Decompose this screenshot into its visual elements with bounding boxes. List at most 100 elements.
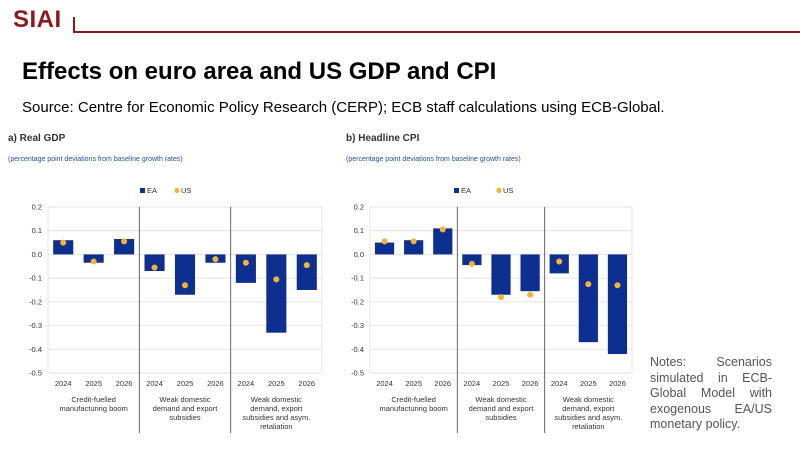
group-label: demand and export bbox=[469, 404, 535, 413]
x-tick-label: 2024 bbox=[464, 379, 481, 388]
x-tick-label: 2025 bbox=[268, 379, 285, 388]
legend-label-ea: EA bbox=[147, 186, 157, 195]
point-us bbox=[182, 282, 188, 289]
bar-ea bbox=[174, 254, 196, 295]
siai-logo: SIAI bbox=[13, 6, 62, 33]
x-tick-label: 2026 bbox=[207, 379, 224, 388]
y-tick-label: -0.4 bbox=[29, 345, 42, 354]
x-tick-label: 2024 bbox=[551, 379, 568, 388]
chart-svg-headline-cpi: b) Headline CPI (percentage point deviati… bbox=[346, 133, 633, 433]
y-tick-label: -0.3 bbox=[351, 321, 364, 330]
y-tick-label: -0.2 bbox=[29, 297, 42, 306]
group-label: demand, export bbox=[250, 404, 303, 413]
point-us bbox=[410, 238, 417, 245]
legend-marker-us bbox=[174, 187, 180, 194]
x-tick-label: 2025 bbox=[580, 379, 597, 388]
point-us bbox=[212, 256, 219, 263]
bar-ea bbox=[433, 228, 453, 255]
bar-ea bbox=[607, 254, 628, 355]
x-tick-label: 2026 bbox=[298, 379, 315, 388]
chart-subtitle: (percentage point deviations from baseli… bbox=[346, 156, 521, 163]
point-us bbox=[90, 258, 97, 265]
x-tick-label: 2025 bbox=[405, 379, 422, 388]
bar-ea bbox=[374, 242, 395, 255]
legend-label-us: US bbox=[503, 186, 513, 195]
y-tick-label: -0.3 bbox=[29, 321, 42, 330]
x-tick-label: 2024 bbox=[146, 379, 163, 388]
y-tick-label: -0.5 bbox=[351, 369, 364, 378]
x-tick-label: 2026 bbox=[116, 379, 133, 388]
y-tick-label: -0.1 bbox=[351, 274, 364, 283]
point-us bbox=[468, 260, 475, 267]
group-label: demand, export bbox=[562, 404, 615, 413]
logo-divider-tick bbox=[73, 17, 75, 32]
bar-ea bbox=[144, 254, 165, 272]
chart-title: a) Real GDP bbox=[8, 133, 66, 144]
y-tick-label: 0.0 bbox=[354, 250, 364, 259]
x-tick-label: 2025 bbox=[493, 379, 510, 388]
point-us bbox=[242, 259, 249, 266]
y-tick-label: 0.2 bbox=[354, 203, 364, 212]
y-tick-label: -0.5 bbox=[29, 369, 42, 378]
y-tick-label: 0.1 bbox=[32, 226, 42, 235]
group-label: Weak domestic bbox=[475, 395, 526, 404]
point-us bbox=[585, 281, 592, 288]
chart-title: b) Headline CPI bbox=[346, 133, 420, 144]
point-us bbox=[273, 276, 280, 283]
bar-ea bbox=[462, 254, 482, 266]
group-label: Credit-fuelled bbox=[71, 395, 116, 404]
y-tick-label: 0.0 bbox=[32, 250, 42, 259]
legend-marker-ea bbox=[454, 188, 459, 193]
bar-ea bbox=[520, 254, 540, 292]
header-rule bbox=[73, 31, 800, 33]
x-tick-label: 2025 bbox=[85, 379, 102, 388]
point-us bbox=[556, 258, 563, 265]
y-tick-label: -0.4 bbox=[351, 345, 364, 354]
legend-marker-ea bbox=[140, 188, 145, 193]
group-label: retaliation bbox=[572, 422, 605, 431]
x-tick-label: 2026 bbox=[609, 379, 626, 388]
chart-panel-headline-cpi: b) Headline CPI (percentage point deviati… bbox=[340, 125, 640, 437]
group-label: Weak domestic bbox=[563, 395, 614, 404]
point-us bbox=[303, 262, 310, 269]
chart-panel-real-gdp: a) Real GDP (percentage point deviations … bbox=[0, 125, 330, 437]
bar-ea bbox=[266, 254, 287, 333]
x-tick-label: 2024 bbox=[55, 379, 72, 388]
y-tick-label: -0.2 bbox=[351, 297, 364, 306]
bar-ea bbox=[114, 239, 135, 255]
group-label: subsidies and asym. bbox=[554, 413, 622, 422]
legend-marker-us bbox=[496, 187, 502, 194]
bar-ea bbox=[491, 254, 511, 295]
x-tick-label: 2024 bbox=[238, 379, 255, 388]
bar-ea bbox=[404, 240, 424, 255]
x-tick-label: 2026 bbox=[434, 379, 451, 388]
y-tick-label: -0.1 bbox=[29, 274, 42, 283]
chart-svg-real-gdp: a) Real GDP (percentage point deviations … bbox=[8, 133, 323, 433]
point-us bbox=[381, 238, 388, 245]
x-tick-label: 2025 bbox=[177, 379, 194, 388]
point-us bbox=[60, 239, 67, 246]
group-label: subsidies bbox=[169, 413, 201, 422]
bar-ea bbox=[296, 254, 317, 290]
source-text: Source: Centre for Economic Policy Resea… bbox=[22, 99, 665, 116]
group-label: subsidies and asym. bbox=[242, 413, 310, 422]
group-label: manufacturing boom bbox=[379, 404, 447, 413]
slide-title: Effects on euro area and US GDP and CPI bbox=[22, 58, 497, 85]
point-us bbox=[527, 291, 534, 298]
group-label: subsidies bbox=[485, 413, 517, 422]
group-label: manufacturing boom bbox=[59, 404, 127, 413]
chart-subtitle: (percentage point deviations from baseli… bbox=[8, 156, 183, 163]
group-label: Credit-fuelled bbox=[391, 395, 436, 404]
group-label: retaliation bbox=[260, 422, 293, 431]
point-us bbox=[151, 264, 158, 271]
x-tick-label: 2024 bbox=[376, 379, 393, 388]
point-us bbox=[439, 226, 446, 233]
y-tick-label: 0.1 bbox=[354, 226, 364, 235]
legend-label-us: US bbox=[181, 186, 191, 195]
x-tick-label: 2026 bbox=[522, 379, 539, 388]
legend-label-ea: EA bbox=[461, 186, 471, 195]
point-us bbox=[121, 238, 128, 245]
notes-text: Notes: Scenarios simulated in ECB-Global… bbox=[650, 355, 772, 431]
group-label: demand and export bbox=[153, 404, 219, 413]
bar-ea bbox=[578, 254, 598, 343]
